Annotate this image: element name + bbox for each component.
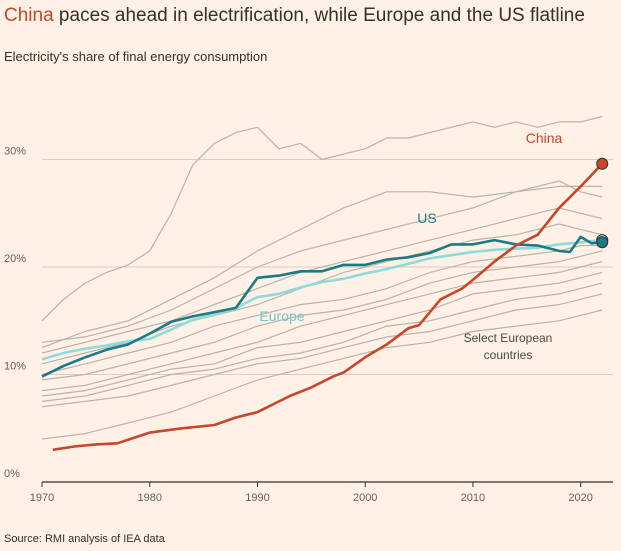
x-tick-label: 1970 [30,492,54,504]
chart-title-rest: paces ahead in electrification, while Eu… [53,5,585,26]
country-series-line [41,115,603,322]
us-end-marker [596,236,609,249]
china-label: China [526,130,563,146]
highlight-lines [41,157,609,452]
country-series-line [41,244,603,376]
y-tick-label: 10% [4,361,26,373]
country-series-line [41,282,603,402]
country-series-line [41,293,603,408]
x-tick-label: 2020 [568,492,592,504]
chart-subtitle: Electricity's share of final energy cons… [4,49,268,64]
country-series-line [41,185,603,349]
country-series-line [41,309,603,440]
chart-title-highlight: China [4,5,54,26]
country-series-line [41,207,603,354]
x-tick-label: 1990 [245,492,269,504]
y-tick-label: 0% [4,468,20,480]
context-lines [41,115,603,440]
y-tick-label: 20% [4,253,26,265]
countries-annotation-line: countries [484,348,533,362]
us-series-line [41,235,603,378]
x-tick-label: 2010 [461,492,485,504]
us-label: US [417,210,436,226]
country-series-line [41,271,603,397]
x-tick-label: 1980 [137,492,161,504]
europe-label: Europe [259,308,304,324]
countries-annotation-line: Select European [464,331,553,345]
chart-source: Source: RMI analysis of IEA data [4,533,165,545]
country-series-line [41,250,603,381]
y-tick-label: 30% [4,146,26,158]
chart-title: China paces ahead in electrification, wh… [4,4,585,28]
x-tick-label: 2000 [353,492,377,504]
country-series-line [41,180,603,343]
china-end-marker [596,157,609,170]
china-series-line [52,162,604,452]
series-labels: China US Europe Select European countries [259,130,562,362]
country-series-line [41,261,603,392]
